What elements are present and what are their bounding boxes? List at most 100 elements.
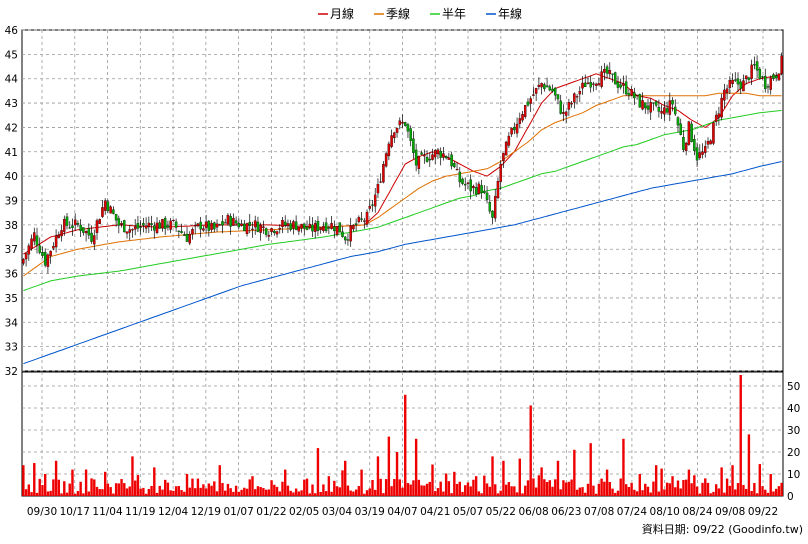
volume-bar — [185, 474, 189, 496]
volume-bar — [150, 485, 153, 496]
candle-body — [753, 64, 756, 66]
x-tick-label: 02/05 — [289, 506, 319, 518]
volume-bar — [153, 467, 156, 496]
candle-body — [439, 150, 442, 158]
candle-body — [243, 223, 246, 232]
candle-body — [665, 108, 669, 113]
candle-body — [510, 127, 513, 135]
volume-bar — [706, 482, 710, 496]
candle-body — [63, 219, 66, 232]
candle-body — [311, 224, 314, 232]
candle-body — [521, 114, 524, 121]
volume-bar — [638, 474, 642, 496]
candle-body — [38, 245, 41, 253]
candle-body — [777, 73, 781, 81]
candle-body — [35, 235, 39, 246]
volume-bar — [412, 480, 415, 496]
candle-body — [120, 223, 123, 225]
volume-bar — [256, 486, 260, 496]
volume-bar — [698, 493, 702, 496]
volume-bar — [679, 488, 682, 496]
volume-bar — [534, 487, 538, 496]
volume-bar — [41, 485, 44, 496]
volume-bar — [646, 486, 650, 496]
x-tick-label: 07/24 — [617, 506, 648, 518]
x-tick-label: 05/22 — [486, 506, 516, 518]
volume-bar — [611, 488, 614, 496]
candle-body — [406, 124, 410, 132]
candle-body — [646, 105, 650, 110]
volume-bar — [496, 493, 500, 496]
x-tick-label: 09/30 — [27, 506, 57, 518]
x-tick-label: 04/21 — [420, 506, 450, 518]
volume-bar — [600, 478, 603, 496]
volume-bar — [567, 481, 571, 496]
candle-body — [485, 192, 489, 200]
volume-bar — [136, 475, 140, 496]
volume-bar — [270, 480, 273, 496]
candle-body — [117, 218, 121, 226]
candle-body — [131, 229, 134, 231]
candle-body — [371, 204, 374, 206]
ma-quarter-line — [23, 92, 782, 277]
volume-bar — [297, 491, 301, 496]
candle-body — [635, 94, 639, 97]
volume-bar — [60, 493, 63, 496]
candle-body — [324, 222, 328, 232]
volume-bar — [311, 484, 314, 496]
candle-body — [57, 235, 61, 238]
volume-bar — [158, 485, 161, 496]
volume-bar — [79, 481, 82, 496]
price-tick-label: 45 — [5, 49, 18, 61]
volume-bar — [594, 493, 598, 496]
candle-body — [373, 194, 377, 207]
volume-bar — [551, 486, 554, 496]
candle-body — [638, 94, 642, 108]
candle-body — [436, 149, 440, 154]
volume-bar — [654, 465, 658, 496]
candle-body — [499, 163, 502, 182]
candle-body — [758, 68, 762, 79]
candle-body — [163, 217, 167, 229]
volume-bar — [54, 460, 58, 496]
candle-body — [71, 225, 74, 228]
volume-bar — [447, 481, 451, 496]
volume-tick-label: 50 — [787, 381, 800, 393]
price-tick-label: 32 — [5, 366, 18, 378]
price-tick-label: 38 — [5, 220, 18, 232]
volume-bar — [660, 468, 663, 496]
candle-body — [73, 219, 77, 226]
candle-body — [180, 231, 183, 233]
volume-bar — [316, 448, 320, 496]
volume-bar — [281, 481, 284, 496]
candle-body — [507, 135, 511, 146]
x-tick-label: 04/07 — [387, 506, 417, 518]
volume-tick-label: 30 — [787, 425, 800, 437]
volume-bar — [774, 488, 778, 496]
volume-bar — [333, 480, 336, 496]
volume-bar — [393, 479, 396, 496]
candle-body — [158, 222, 161, 229]
volume-bar — [693, 475, 696, 496]
candle-body — [218, 224, 222, 226]
volume-bar — [278, 491, 281, 496]
candle-body — [548, 86, 552, 91]
candle-body — [412, 138, 415, 153]
volume-bar — [556, 460, 560, 496]
candle-body — [24, 253, 28, 260]
volume-bar — [194, 488, 197, 496]
candle-body — [644, 102, 647, 109]
candle-body — [474, 187, 478, 195]
volume-bar — [466, 482, 470, 496]
volume-bar — [701, 482, 704, 496]
x-tick-label: 10/17 — [60, 506, 90, 518]
volume-bar — [674, 487, 677, 496]
volume-bar — [199, 487, 202, 496]
volume-bar — [644, 483, 647, 496]
volume-bar — [483, 475, 486, 496]
candle-body — [725, 88, 729, 94]
volume-bar — [431, 464, 434, 496]
volume-bar — [204, 488, 208, 496]
candle-body — [589, 82, 592, 88]
volume-bar — [237, 491, 241, 496]
